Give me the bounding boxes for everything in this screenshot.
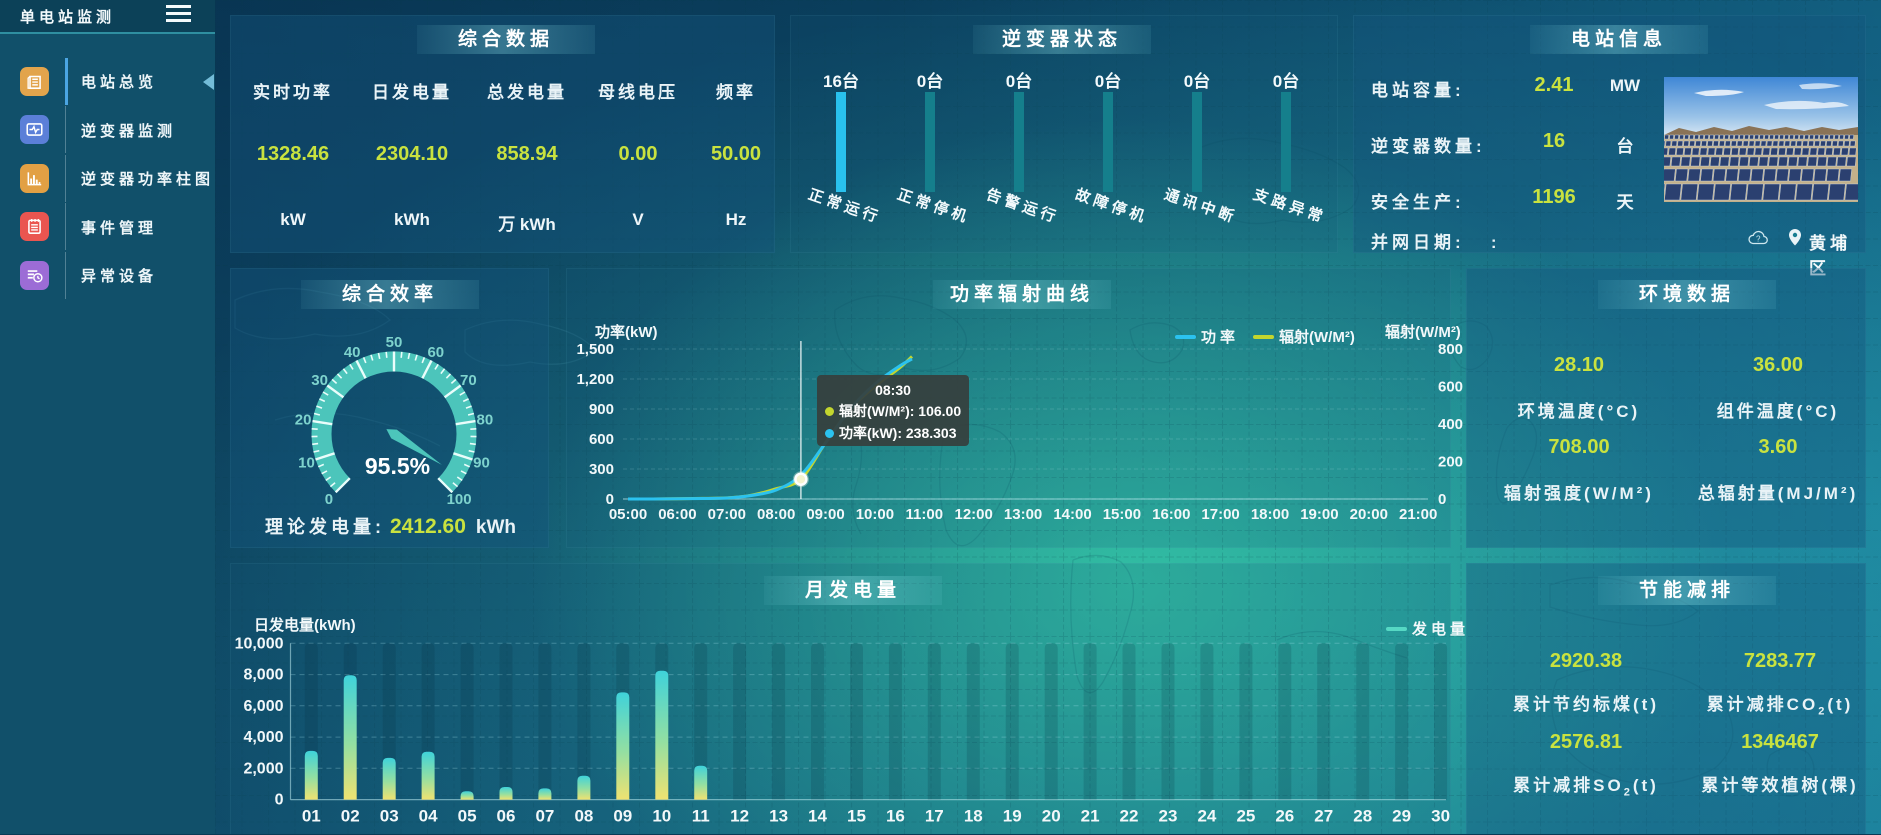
svg-text:17: 17 <box>925 807 944 826</box>
svg-text:0: 0 <box>1438 491 1446 508</box>
svg-text:100: 100 <box>447 491 472 508</box>
svg-text:13:00: 13:00 <box>1004 506 1042 523</box>
svg-text:8,000: 8,000 <box>243 667 283 684</box>
svg-text:70: 70 <box>460 372 477 389</box>
svg-text:200: 200 <box>1438 454 1463 471</box>
svg-text:80: 80 <box>477 412 494 429</box>
svg-text:15: 15 <box>847 807 866 826</box>
svg-text:10: 10 <box>652 807 671 826</box>
svg-text:40: 40 <box>344 344 361 361</box>
svg-text:05: 05 <box>458 807 477 826</box>
svg-text:10:00: 10:00 <box>856 506 894 523</box>
svg-text:20: 20 <box>295 412 312 429</box>
svg-text:04: 04 <box>419 807 438 826</box>
svg-text:14: 14 <box>808 807 827 826</box>
svg-text:12: 12 <box>730 807 749 826</box>
svg-text:11:00: 11:00 <box>906 506 944 523</box>
svg-text:800: 800 <box>1438 341 1463 358</box>
svg-text:24: 24 <box>1197 807 1216 826</box>
svg-text:19:00: 19:00 <box>1300 506 1338 523</box>
svg-text:2,000: 2,000 <box>243 760 283 777</box>
svg-text:600: 600 <box>589 431 614 448</box>
svg-text:21: 21 <box>1081 807 1100 826</box>
svg-text:21:00: 21:00 <box>1399 506 1437 523</box>
svg-text:27: 27 <box>1314 807 1333 826</box>
svg-text:17:00: 17:00 <box>1201 506 1239 523</box>
svg-text:?: ? <box>1756 235 1761 244</box>
svg-text:18: 18 <box>964 807 983 826</box>
svg-text:09: 09 <box>613 807 632 826</box>
svg-text:15:00: 15:00 <box>1103 506 1141 523</box>
svg-text:06: 06 <box>497 807 516 826</box>
svg-text:07: 07 <box>535 807 554 826</box>
svg-text:50: 50 <box>386 334 403 351</box>
svg-text:02: 02 <box>341 807 360 826</box>
svg-text:06:00: 06:00 <box>658 506 696 523</box>
svg-text:11: 11 <box>692 807 710 826</box>
svg-text:09:00: 09:00 <box>806 506 844 523</box>
svg-text:08: 08 <box>574 807 593 826</box>
svg-text:600: 600 <box>1438 379 1463 396</box>
svg-text:1,200: 1,200 <box>576 371 614 388</box>
svg-text:30: 30 <box>1431 807 1450 826</box>
svg-text:07:00: 07:00 <box>708 506 746 523</box>
svg-text:03: 03 <box>380 807 399 826</box>
svg-text:25: 25 <box>1236 807 1255 826</box>
svg-text:08:00: 08:00 <box>757 506 795 523</box>
svg-text:1,500: 1,500 <box>576 341 614 358</box>
svg-text:0: 0 <box>275 792 284 809</box>
svg-text:29: 29 <box>1392 807 1411 826</box>
svg-text:01: 01 <box>302 807 321 826</box>
svg-text:60: 60 <box>427 344 444 361</box>
svg-text:900: 900 <box>589 401 614 418</box>
svg-text:6,000: 6,000 <box>243 698 283 715</box>
svg-text:16: 16 <box>886 807 905 826</box>
svg-text:20: 20 <box>1042 807 1061 826</box>
svg-text:28: 28 <box>1353 807 1372 826</box>
svg-text:0: 0 <box>325 491 333 508</box>
svg-text:20:00: 20:00 <box>1350 506 1388 523</box>
svg-text:400: 400 <box>1438 416 1463 433</box>
svg-text:05:00: 05:00 <box>609 506 647 523</box>
svg-text:10,000: 10,000 <box>235 635 284 652</box>
svg-text:19: 19 <box>1003 807 1022 826</box>
svg-text:18:00: 18:00 <box>1251 506 1289 523</box>
svg-text:4,000: 4,000 <box>243 729 283 746</box>
svg-text:22: 22 <box>1120 807 1139 826</box>
svg-text:14:00: 14:00 <box>1053 506 1091 523</box>
svg-text:12:00: 12:00 <box>955 506 993 523</box>
svg-text:13: 13 <box>769 807 788 826</box>
svg-text:23: 23 <box>1159 807 1178 826</box>
svg-text:30: 30 <box>311 372 328 389</box>
svg-text:300: 300 <box>589 461 614 478</box>
svg-text:26: 26 <box>1275 807 1294 826</box>
svg-text:16:00: 16:00 <box>1152 506 1190 523</box>
